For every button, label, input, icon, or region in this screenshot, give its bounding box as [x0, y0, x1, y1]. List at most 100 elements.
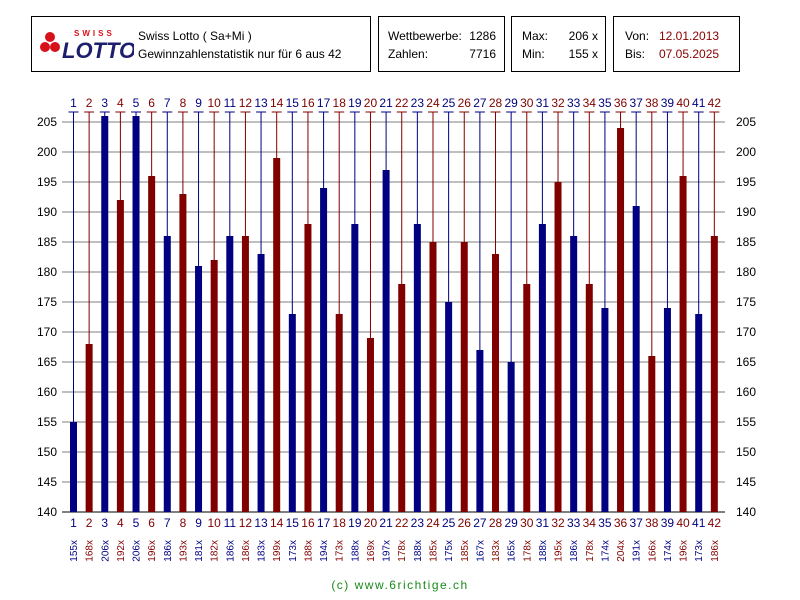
bar-32 [554, 182, 562, 512]
bar-19 [351, 224, 359, 512]
category-label-top: 23 [411, 96, 425, 110]
category-label-top: 11 [224, 96, 237, 110]
value-label: 193x [178, 540, 189, 562]
y-tick-label-left: 200 [37, 145, 57, 159]
value-label: 186x [225, 540, 236, 562]
category-label-bottom: 33 [567, 516, 581, 530]
bar-35 [601, 308, 609, 512]
bar-33 [570, 236, 578, 512]
category-label-top: 1 [70, 96, 77, 110]
category-label-top: 42 [708, 96, 722, 110]
bar-4 [116, 200, 124, 512]
wettbewerbe-label: Wettbewerbe: [388, 29, 462, 43]
von-label: Von: [625, 29, 650, 43]
bar-15 [288, 314, 296, 512]
category-label-top: 2 [86, 96, 93, 110]
y-tick-label-right: 190 [736, 205, 756, 219]
category-label-top: 30 [520, 96, 534, 110]
value-label: 181x [194, 540, 205, 562]
y-tick-label-left: 180 [37, 265, 57, 279]
category-label-bottom: 38 [645, 516, 659, 530]
bar-23 [413, 224, 421, 512]
y-tick-label-right: 195 [736, 175, 756, 189]
value-label: 183x [491, 540, 502, 562]
value-label: 165x [507, 540, 518, 562]
value-label: 197x [382, 540, 393, 562]
bis-value: 07.05.2025 [659, 47, 720, 61]
category-label-top: 36 [614, 96, 628, 110]
category-label-bottom: 23 [411, 516, 425, 530]
value-label: 175x [444, 540, 455, 562]
bar-40 [679, 176, 687, 512]
category-label-top: 4 [117, 96, 124, 110]
category-label-top: 29 [504, 96, 518, 110]
value-label: 199x [272, 540, 283, 562]
bar-29 [507, 362, 515, 512]
category-label-bottom: 27 [473, 516, 487, 530]
category-label-bottom: 36 [614, 516, 628, 530]
category-label-bottom: 17 [317, 516, 331, 530]
logo-main-text: LOTTO [62, 38, 134, 63]
bar-27 [476, 350, 484, 512]
value-label: 174x [663, 540, 674, 562]
value-label: 174x [600, 540, 611, 562]
max-min-box: Max: 206 x Min: 155 x [511, 16, 606, 72]
bar-26 [460, 242, 468, 512]
category-label-top: 12 [239, 96, 253, 110]
value-label: 178x [522, 540, 533, 562]
category-label-top: 17 [317, 96, 331, 110]
category-label-top: 26 [458, 96, 472, 110]
category-label-top: 34 [583, 96, 597, 110]
y-tick-label-left: 170 [37, 325, 57, 339]
category-label-bottom: 21 [379, 516, 393, 530]
bar-1 [70, 422, 77, 512]
bar-21 [382, 170, 390, 512]
value-label: 195x [554, 540, 565, 562]
category-label-bottom: 32 [551, 516, 565, 530]
bar-30 [523, 284, 531, 512]
value-label: 186x [710, 540, 721, 562]
bar-13 [257, 254, 265, 512]
category-label-bottom: 11 [224, 516, 237, 530]
category-label-bottom: 35 [598, 516, 612, 530]
bar-28 [492, 254, 500, 512]
category-label-top: 16 [301, 96, 315, 110]
value-label: 173x [335, 540, 346, 562]
chart-subtitle: Gewinnzahlenstatistik nur für 6 aus 42 [138, 47, 342, 61]
category-label-top: 22 [395, 96, 409, 110]
bar-31 [538, 224, 546, 512]
bar-42 [710, 236, 718, 512]
bis-label: Bis: [625, 47, 646, 61]
chart-title: Swiss Lotto ( Sa+Mi ) [138, 29, 252, 43]
category-label-top: 40 [676, 96, 690, 110]
value-label: 196x [147, 540, 158, 562]
category-label-top: 3 [101, 96, 108, 110]
category-label-bottom: 10 [207, 516, 221, 530]
value-label: 186x [569, 540, 580, 562]
category-label-top: 31 [536, 96, 550, 110]
value-label: 188x [538, 540, 549, 562]
category-label-top: 21 [379, 96, 393, 110]
value-label: 188x [413, 540, 424, 562]
bar-38 [648, 356, 656, 512]
category-label-bottom: 8 [180, 516, 187, 530]
category-label-top: 9 [195, 96, 202, 110]
category-label-top: 14 [270, 96, 284, 110]
header-title-box: SWISS LOTTO Swiss Lotto ( Sa+Mi ) Gewinn… [31, 16, 371, 72]
category-label-bottom: 4 [117, 516, 124, 530]
value-label: 206x [132, 540, 143, 562]
category-label-top: 27 [473, 96, 487, 110]
value-label: 168x [85, 540, 96, 562]
category-label-top: 7 [164, 96, 171, 110]
y-tick-label-right: 175 [736, 295, 756, 309]
category-label-bottom: 28 [489, 516, 503, 530]
y-tick-label-right: 155 [736, 415, 756, 429]
category-label-bottom: 34 [583, 516, 597, 530]
value-label: 167x [475, 540, 486, 562]
bar-37 [632, 206, 640, 512]
category-label-bottom: 39 [661, 516, 675, 530]
max-value: 206 x [568, 29, 598, 43]
value-label: 166x [647, 540, 658, 562]
bar-3 [101, 116, 109, 512]
category-label-bottom: 12 [239, 516, 253, 530]
